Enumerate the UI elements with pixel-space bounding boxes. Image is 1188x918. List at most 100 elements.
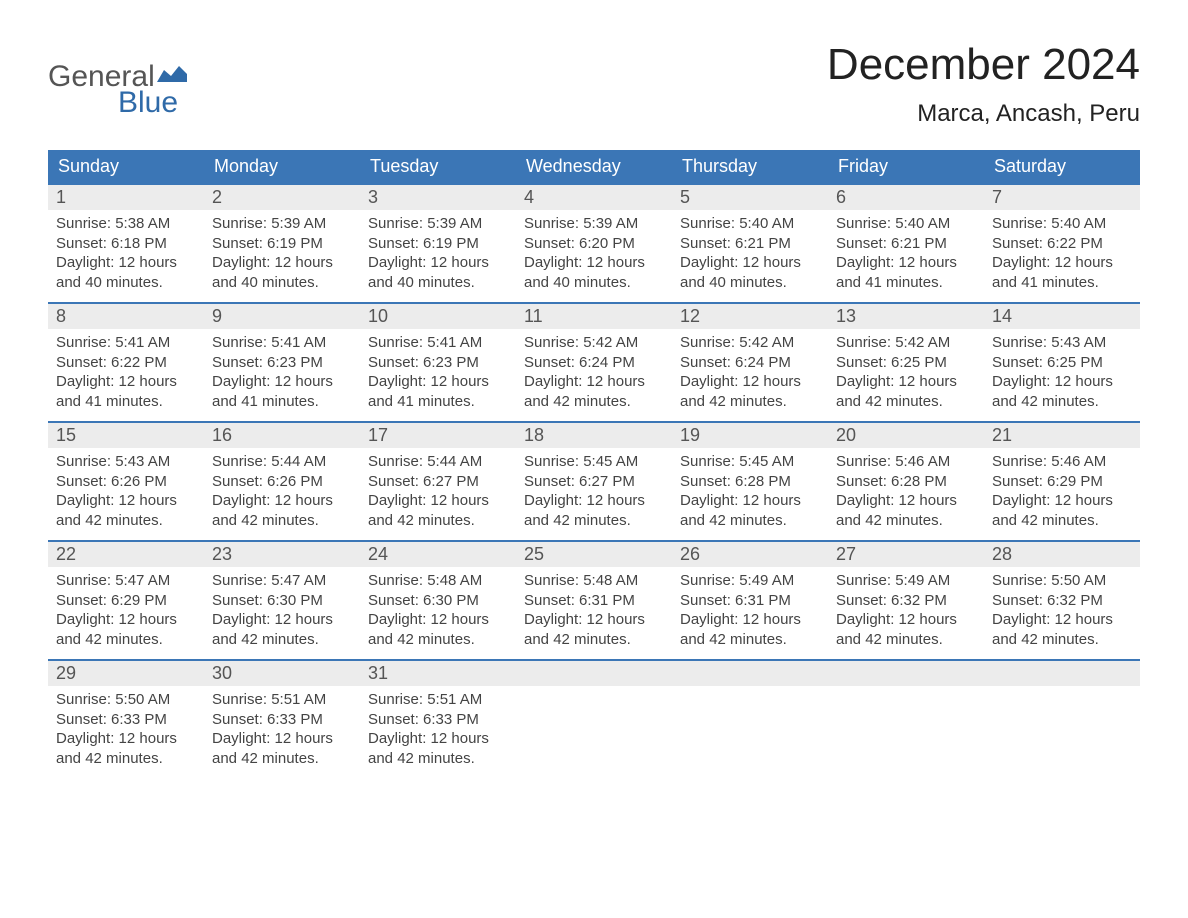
day-number (672, 661, 828, 686)
flag-icon (157, 58, 187, 88)
day-cell: Sunrise: 5:46 AMSunset: 6:29 PMDaylight:… (984, 448, 1140, 540)
daylight-text: Daylight: 12 hours and 42 minutes. (836, 610, 976, 649)
daylight-text: Daylight: 12 hours and 42 minutes. (212, 729, 352, 768)
daylight-text: Daylight: 12 hours and 42 minutes. (836, 491, 976, 530)
sunrise-text: Sunrise: 5:40 AM (836, 214, 976, 234)
daylight-text: Daylight: 12 hours and 42 minutes. (524, 610, 664, 649)
day-number: 29 (48, 661, 204, 686)
weeks-container: 1234567Sunrise: 5:38 AMSunset: 6:18 PMDa… (48, 183, 1140, 778)
day-number: 24 (360, 542, 516, 567)
sunset-text: Sunset: 6:29 PM (992, 472, 1132, 492)
daylight-text: Daylight: 12 hours and 42 minutes. (56, 610, 196, 649)
sunset-text: Sunset: 6:32 PM (992, 591, 1132, 611)
day-cell: Sunrise: 5:45 AMSunset: 6:27 PMDaylight:… (516, 448, 672, 540)
daylight-text: Daylight: 12 hours and 42 minutes. (212, 610, 352, 649)
sunset-text: Sunset: 6:33 PM (56, 710, 196, 730)
day-cell: Sunrise: 5:48 AMSunset: 6:30 PMDaylight:… (360, 567, 516, 659)
day-number: 21 (984, 423, 1140, 448)
daylight-text: Daylight: 12 hours and 42 minutes. (524, 372, 664, 411)
sunset-text: Sunset: 6:32 PM (836, 591, 976, 611)
sunset-text: Sunset: 6:27 PM (368, 472, 508, 492)
day-cell: Sunrise: 5:44 AMSunset: 6:27 PMDaylight:… (360, 448, 516, 540)
day-number: 26 (672, 542, 828, 567)
daylight-text: Daylight: 12 hours and 42 minutes. (368, 610, 508, 649)
day-header-tuesday: Tuesday (360, 150, 516, 183)
day-number: 9 (204, 304, 360, 329)
day-header-row: SundayMondayTuesdayWednesdayThursdayFrid… (48, 150, 1140, 183)
day-cell: Sunrise: 5:42 AMSunset: 6:24 PMDaylight:… (672, 329, 828, 421)
day-cell (984, 686, 1140, 778)
sunset-text: Sunset: 6:33 PM (212, 710, 352, 730)
sunrise-text: Sunrise: 5:47 AM (212, 571, 352, 591)
daylight-text: Daylight: 12 hours and 42 minutes. (680, 372, 820, 411)
day-number: 25 (516, 542, 672, 567)
day-header-sunday: Sunday (48, 150, 204, 183)
day-number: 15 (48, 423, 204, 448)
day-number: 4 (516, 185, 672, 210)
sunrise-text: Sunrise: 5:47 AM (56, 571, 196, 591)
daylight-text: Daylight: 12 hours and 41 minutes. (836, 253, 976, 292)
day-header-saturday: Saturday (984, 150, 1140, 183)
month-title: December 2024 (827, 40, 1140, 90)
sunrise-text: Sunrise: 5:40 AM (992, 214, 1132, 234)
day-number: 18 (516, 423, 672, 448)
daylight-text: Daylight: 12 hours and 42 minutes. (680, 610, 820, 649)
day-number (828, 661, 984, 686)
sunset-text: Sunset: 6:30 PM (212, 591, 352, 611)
daylight-text: Daylight: 12 hours and 42 minutes. (680, 491, 820, 530)
day-cell: Sunrise: 5:42 AMSunset: 6:25 PMDaylight:… (828, 329, 984, 421)
day-number: 30 (204, 661, 360, 686)
daynum-row: 15161718192021 (48, 423, 1140, 448)
day-cell: Sunrise: 5:38 AMSunset: 6:18 PMDaylight:… (48, 210, 204, 302)
sunrise-text: Sunrise: 5:48 AM (368, 571, 508, 591)
sunrise-text: Sunrise: 5:42 AM (836, 333, 976, 353)
day-number: 8 (48, 304, 204, 329)
daylight-text: Daylight: 12 hours and 42 minutes. (992, 610, 1132, 649)
sunset-text: Sunset: 6:22 PM (992, 234, 1132, 254)
week-block: 15161718192021Sunrise: 5:43 AMSunset: 6:… (48, 421, 1140, 540)
sunrise-text: Sunrise: 5:48 AM (524, 571, 664, 591)
sunrise-text: Sunrise: 5:51 AM (368, 690, 508, 710)
sunrise-text: Sunrise: 5:50 AM (56, 690, 196, 710)
day-cell: Sunrise: 5:40 AMSunset: 6:21 PMDaylight:… (672, 210, 828, 302)
day-cell (672, 686, 828, 778)
day-number: 1 (48, 185, 204, 210)
day-number: 7 (984, 185, 1140, 210)
day-cell: Sunrise: 5:41 AMSunset: 6:23 PMDaylight:… (204, 329, 360, 421)
day-number: 16 (204, 423, 360, 448)
sunset-text: Sunset: 6:31 PM (680, 591, 820, 611)
sunset-text: Sunset: 6:25 PM (992, 353, 1132, 373)
title-block: December 2024 Marca, Ancash, Peru (827, 40, 1140, 128)
sunset-text: Sunset: 6:19 PM (368, 234, 508, 254)
calendar: SundayMondayTuesdayWednesdayThursdayFrid… (48, 150, 1140, 778)
day-cell: Sunrise: 5:45 AMSunset: 6:28 PMDaylight:… (672, 448, 828, 540)
day-number: 22 (48, 542, 204, 567)
sunrise-text: Sunrise: 5:41 AM (368, 333, 508, 353)
sunset-text: Sunset: 6:27 PM (524, 472, 664, 492)
sunset-text: Sunset: 6:24 PM (680, 353, 820, 373)
day-content-row: Sunrise: 5:50 AMSunset: 6:33 PMDaylight:… (48, 686, 1140, 778)
sunrise-text: Sunrise: 5:38 AM (56, 214, 196, 234)
day-cell: Sunrise: 5:42 AMSunset: 6:24 PMDaylight:… (516, 329, 672, 421)
day-cell: Sunrise: 5:51 AMSunset: 6:33 PMDaylight:… (360, 686, 516, 778)
day-cell: Sunrise: 5:49 AMSunset: 6:31 PMDaylight:… (672, 567, 828, 659)
day-header-wednesday: Wednesday (516, 150, 672, 183)
daylight-text: Daylight: 12 hours and 42 minutes. (212, 491, 352, 530)
daylight-text: Daylight: 12 hours and 42 minutes. (368, 729, 508, 768)
sunset-text: Sunset: 6:18 PM (56, 234, 196, 254)
sunrise-text: Sunrise: 5:44 AM (368, 452, 508, 472)
sunset-text: Sunset: 6:21 PM (680, 234, 820, 254)
sunrise-text: Sunrise: 5:46 AM (836, 452, 976, 472)
daylight-text: Daylight: 12 hours and 42 minutes. (56, 491, 196, 530)
week-block: 1234567Sunrise: 5:38 AMSunset: 6:18 PMDa… (48, 183, 1140, 302)
week-block: 293031Sunrise: 5:50 AMSunset: 6:33 PMDay… (48, 659, 1140, 778)
sunrise-text: Sunrise: 5:50 AM (992, 571, 1132, 591)
day-content-row: Sunrise: 5:41 AMSunset: 6:22 PMDaylight:… (48, 329, 1140, 421)
daylight-text: Daylight: 12 hours and 42 minutes. (524, 491, 664, 530)
day-number: 10 (360, 304, 516, 329)
sunset-text: Sunset: 6:19 PM (212, 234, 352, 254)
daylight-text: Daylight: 12 hours and 40 minutes. (56, 253, 196, 292)
day-cell: Sunrise: 5:50 AMSunset: 6:33 PMDaylight:… (48, 686, 204, 778)
daylight-text: Daylight: 12 hours and 41 minutes. (368, 372, 508, 411)
day-cell: Sunrise: 5:43 AMSunset: 6:25 PMDaylight:… (984, 329, 1140, 421)
